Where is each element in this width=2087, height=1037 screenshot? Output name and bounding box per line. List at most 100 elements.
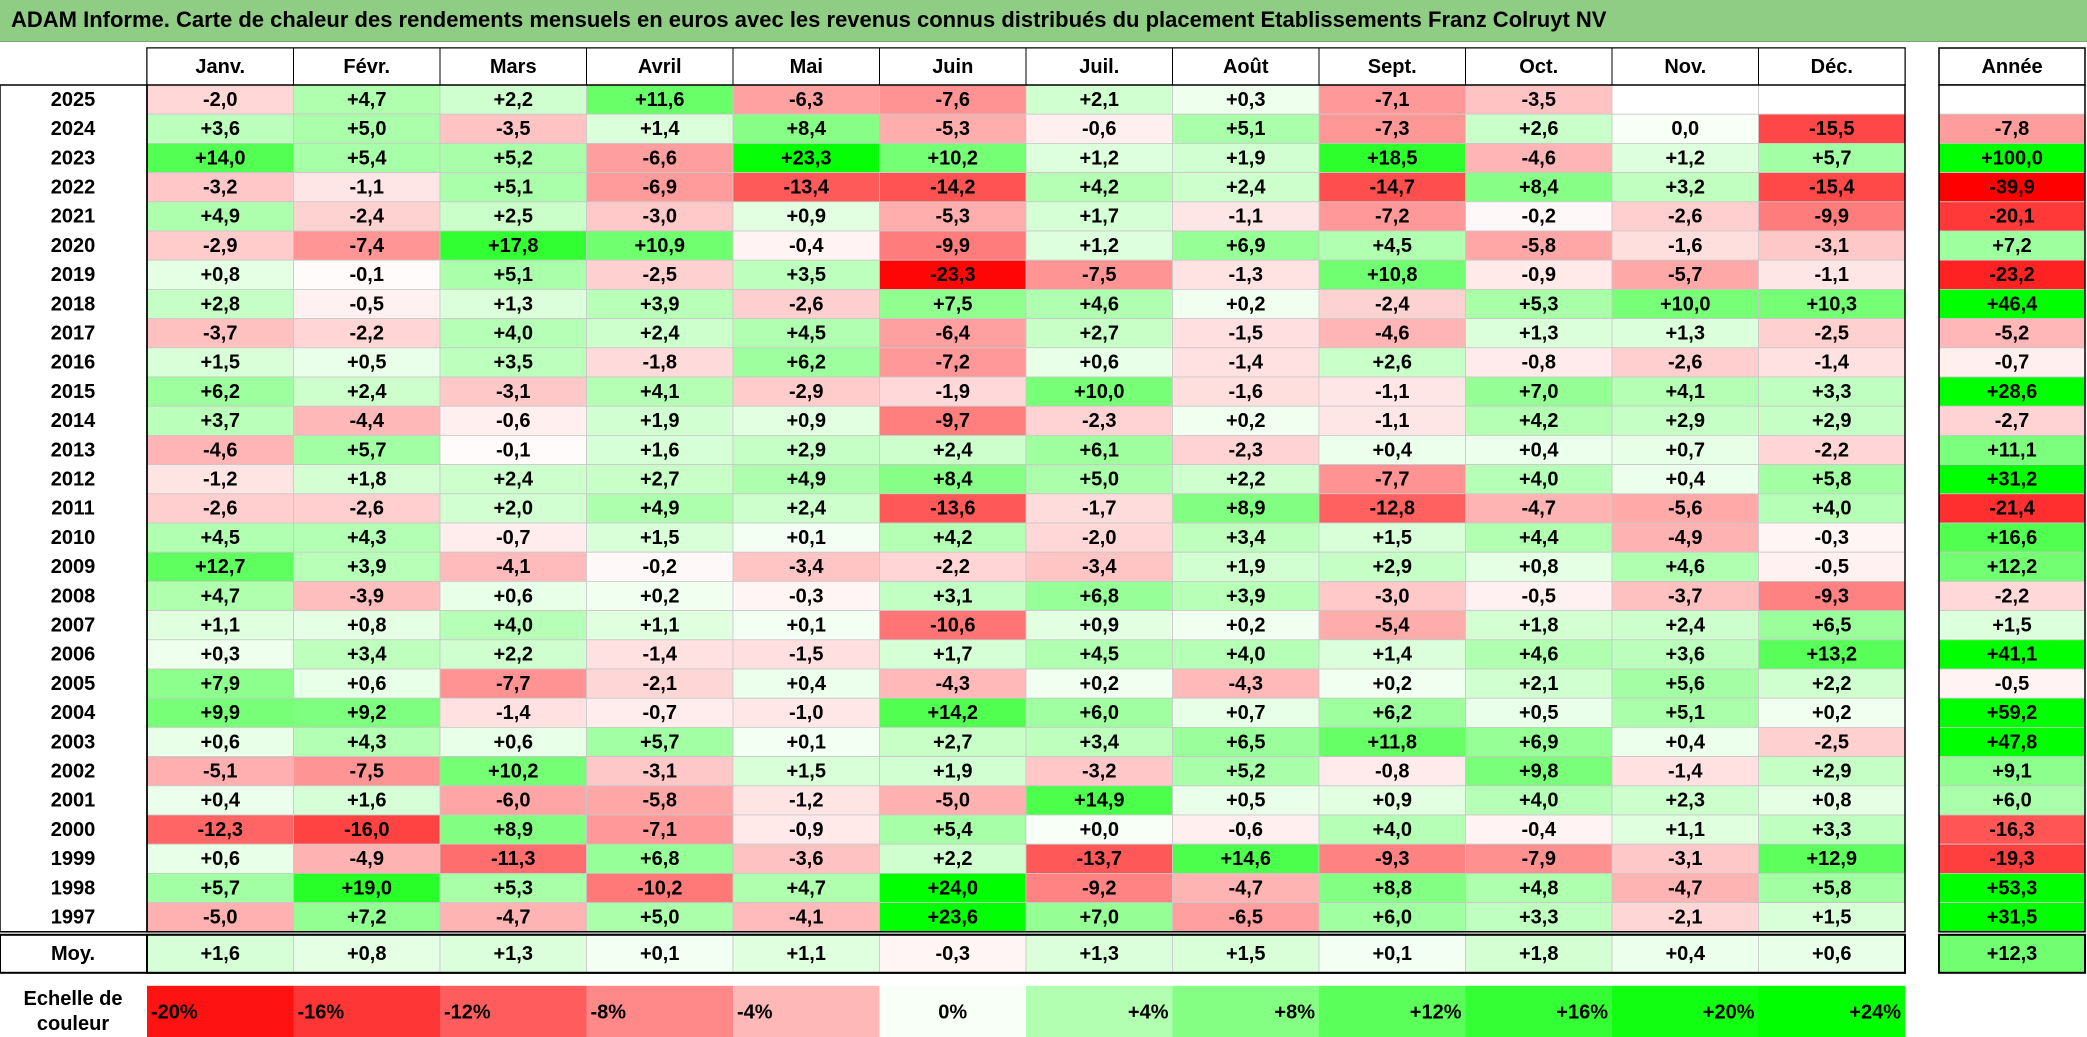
heatmap-cell [1172, 259, 1320, 290]
heatmap-cell-value: +4,6 [1519, 644, 1558, 666]
row-year-label: 2012 [51, 468, 96, 490]
heatmap-cell-value: -3,1 [1815, 235, 1849, 257]
column-header-label: Nov. [1664, 56, 1706, 78]
heatmap-cell [586, 814, 734, 845]
heatmap-cell-value: +12,7 [195, 556, 246, 578]
heatmap-cell-value: +1,5 [640, 527, 679, 549]
heatmap-cell-value: +2,2 [1226, 468, 1265, 490]
heatmap-cell [1465, 464, 1613, 495]
heatmap-cell [1318, 318, 1466, 349]
heatmap-cell [879, 756, 1027, 787]
heatmap-cell-value: +6,2 [201, 381, 240, 403]
heatmap-cell-value: -2,1 [643, 673, 677, 695]
heatmap-cell-value: +1,1 [201, 614, 240, 636]
heatmap-cell-value: -4,7 [1229, 877, 1263, 899]
heatmap-cell-value: -7,5 [350, 760, 384, 782]
heatmap-cell [1465, 113, 1613, 144]
heatmap-cell [1172, 172, 1320, 203]
heatmap-cell [1172, 493, 1320, 524]
row-year-label: 2025 [51, 89, 96, 111]
heatmap-cell [146, 230, 294, 261]
heatmap-cell-value: +8,4 [787, 118, 827, 140]
heatmap-cell [1611, 376, 1759, 407]
heatmap-cell [732, 902, 880, 933]
heatmap-cell-value: -7,7 [1375, 468, 1409, 490]
heatmap-cell-value: +0,4 [1666, 468, 1706, 490]
heatmap-cell [1611, 493, 1759, 524]
heatmap-cell-value: -1,2 [789, 790, 823, 812]
heatmap-cell-value: +6,8 [1080, 585, 1119, 607]
heatmap-cell-value: -5,7 [1668, 264, 1702, 286]
heatmap-cell-value: +0,8 [347, 614, 386, 636]
heatmap-cell-value: +2,6 [1519, 118, 1558, 140]
average-annual-value: +12,3 [1987, 943, 2038, 965]
heatmap-cell-value: -0,5 [1522, 585, 1556, 607]
heatmap-cell [1318, 581, 1466, 612]
scale-swatch [733, 985, 880, 1037]
heatmap-cell [1318, 464, 1466, 495]
annual-cell-value: +9,1 [1992, 760, 2031, 782]
heatmap-cell [1318, 347, 1466, 378]
heatmap-cell-value: +0,2 [1373, 673, 1412, 695]
heatmap-cell-value: +2,4 [933, 439, 973, 461]
annual-cell [1938, 259, 2086, 290]
heatmap-cell-value: +4,9 [787, 468, 826, 490]
heatmap-cell-value: +2,4 [1226, 176, 1266, 198]
heatmap-cell-value: +0,6 [1080, 352, 1119, 374]
heatmap-cell [879, 785, 1027, 816]
heatmap-cell-value: +4,5 [201, 527, 240, 549]
heatmap-cell [1465, 581, 1613, 612]
heatmap-cell-value: +0,5 [347, 352, 386, 374]
heatmap-cell [1758, 172, 1906, 203]
heatmap-cell [1172, 697, 1320, 728]
heatmap-cell [586, 142, 734, 173]
heatmap-cell [1172, 610, 1320, 641]
heatmap-cell [732, 756, 880, 787]
heatmap-cell [146, 318, 294, 349]
heatmap-cell-value: -3,1 [1668, 848, 1702, 870]
heatmap-cell-value: +2,4 [494, 468, 534, 490]
heatmap-cell-value: -3,0 [643, 206, 677, 228]
heatmap-cell [732, 84, 880, 115]
heatmap-cell [293, 84, 441, 115]
heatmap-cell-value: +4,0 [1519, 790, 1558, 812]
heatmap-cell [293, 376, 441, 407]
scale-swatch-label: -20% [151, 1002, 198, 1024]
heatmap-cell-value: +24,0 [927, 877, 978, 899]
average-cell [879, 934, 1027, 974]
heatmap-cell-value: +13,2 [1806, 644, 1857, 666]
heatmap-cell [879, 376, 1027, 407]
heatmap-cell-value: -3,1 [643, 760, 677, 782]
annual-cell-value: -5,2 [1995, 322, 2029, 344]
annual-cell-value: -21,4 [1989, 498, 2035, 520]
heatmap-cell [1025, 697, 1173, 728]
heatmap-cell-value: +14,2 [927, 702, 978, 724]
heatmap-cell [439, 84, 587, 115]
heatmap-cell-value: +0,4 [1519, 439, 1559, 461]
scale-swatch [879, 985, 1026, 1037]
heatmap-cell-value: -0,6 [1229, 819, 1263, 841]
heatmap-cell-value: +6,2 [787, 352, 826, 374]
heatmap-cell [439, 376, 587, 407]
annual-cell-value: -16,3 [1989, 819, 2035, 841]
heatmap-cell [439, 697, 587, 728]
heatmap-cell-value: +5,0 [640, 906, 679, 928]
heatmap-cell-value: +1,9 [1226, 556, 1265, 578]
heatmap-cell-value: +4,0 [1373, 819, 1412, 841]
heatmap-cell [146, 697, 294, 728]
average-cell [293, 934, 441, 974]
heatmap-cell-value: +0,4 [1373, 439, 1413, 461]
annual-cell-value: +53,3 [1987, 877, 2038, 899]
heatmap-cell-value: +4,3 [347, 731, 386, 753]
heatmap-cell-value: +0,8 [1812, 790, 1851, 812]
heatmap-cell-value: +2,2 [933, 848, 972, 870]
column-header-label: Mars [490, 56, 537, 78]
row-year-label: 1997 [51, 906, 96, 928]
heatmap-cell [1172, 84, 1320, 115]
heatmap-cell-value: +1,4 [640, 118, 680, 140]
heatmap-cell-value: +0,7 [1666, 439, 1705, 461]
row-year-label: 2004 [51, 702, 96, 724]
heatmap-cell-value: -10,2 [637, 877, 683, 899]
average-cell-value: +1,5 [1226, 943, 1265, 965]
heatmap-cell [146, 376, 294, 407]
